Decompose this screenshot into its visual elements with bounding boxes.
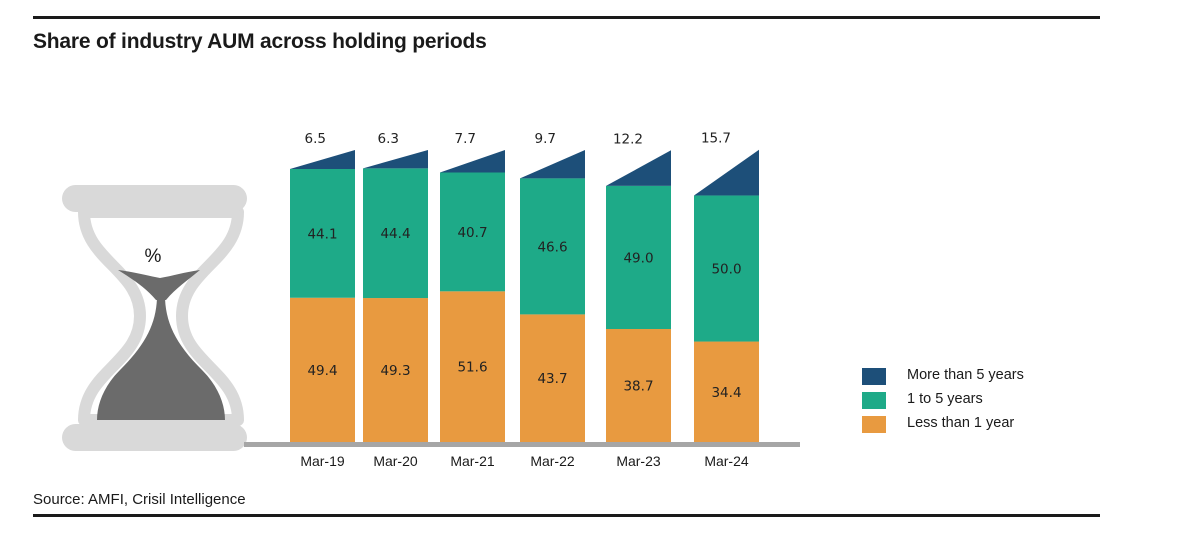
x-tick-label-mar-24: Mar-24 (704, 453, 749, 469)
bar-segment-less-than-1-year-mar-22 (520, 314, 585, 442)
x-tick-label-mar-19: Mar-19 (300, 453, 345, 469)
data-label-less-than-1-year-mar-24: 34.4 (711, 385, 741, 401)
legend-swatch (862, 368, 886, 385)
data-label-less-than-1-year-mar-21: 51.6 (457, 360, 487, 376)
bottom-rule (33, 514, 1100, 517)
data-label-less-than-1-year-mar-23: 38.7 (623, 378, 653, 394)
hourglass-label: % (145, 246, 162, 267)
bars-group (290, 149, 759, 442)
bar-segment-more-than-5-years-mar-19 (290, 150, 355, 169)
source-note: Source: AMFI, Crisil Intelligence (33, 491, 246, 508)
data-label-more-than-5-years-mar-24: 15.7 (701, 131, 731, 147)
bar-segment-more-than-5-years-mar-24 (694, 149, 759, 196)
data-label-1-to-5-years-mar-20: 44.4 (380, 226, 410, 242)
bar-segment-more-than-5-years-mar-22 (520, 150, 585, 179)
data-label-more-than-5-years-mar-19: 6.5 (305, 131, 326, 147)
data-label-1-to-5-years-mar-19: 44.1 (307, 226, 337, 242)
legend-swatch (862, 392, 886, 409)
data-label-more-than-5-years-mar-20: 6.3 (378, 131, 399, 147)
top-rule (33, 16, 1100, 19)
data-label-1-to-5-years-mar-21: 40.7 (457, 225, 487, 241)
legend-label: More than 5 years (907, 367, 1024, 383)
bar-segment-less-than-1-year-mar-23 (606, 328, 671, 442)
bar-segment-more-than-5-years-mar-20 (363, 150, 428, 169)
data-label-more-than-5-years-mar-22: 9.7 (535, 131, 556, 147)
legend-label: 1 to 5 years (907, 391, 983, 407)
x-tick-label-mar-23: Mar-23 (616, 453, 661, 469)
x-tick-label-mar-20: Mar-20 (373, 453, 418, 469)
x-tick-label-mar-21: Mar-21 (450, 453, 495, 469)
x-tick-label-mar-22: Mar-22 (530, 453, 575, 469)
x-axis-line (244, 442, 800, 447)
bar-segment-less-than-1-year-mar-19 (290, 297, 355, 442)
labels-group: 49.4 44.1 6.5 Mar-19 49.3 44.4 6.3 Mar-20 51.6 40… (300, 131, 749, 469)
chart-title: Share of industry AUM across holding per… (33, 30, 487, 53)
data-label-less-than-1-year-mar-19: 49.4 (307, 363, 337, 379)
legend-label: Less than 1 year (907, 415, 1015, 431)
data-label-more-than-5-years-mar-21: 7.7 (455, 131, 476, 147)
bar-segment-more-than-5-years-mar-23 (606, 150, 671, 186)
bar-segment-less-than-1-year-mar-24 (694, 341, 759, 442)
bar-segment-1-to-5-years-mar-20 (363, 168, 428, 299)
bar-segment-1-to-5-years-mar-22 (520, 178, 585, 315)
data-label-more-than-5-years-mar-23: 12.2 (613, 131, 643, 147)
bar-segment-1-to-5-years-mar-21 (440, 172, 505, 292)
legend-swatch (862, 416, 886, 433)
bar-segment-1-to-5-years-mar-23 (606, 185, 671, 329)
hourglass-icon: % (62, 185, 247, 451)
data-label-1-to-5-years-mar-24: 50.0 (711, 262, 741, 278)
data-label-1-to-5-years-mar-23: 49.0 (623, 250, 653, 266)
bar-segment-less-than-1-year-mar-20 (363, 298, 428, 442)
data-label-less-than-1-year-mar-20: 49.3 (380, 363, 410, 379)
bar-segment-1-to-5-years-mar-19 (290, 168, 355, 298)
data-label-less-than-1-year-mar-22: 43.7 (537, 371, 567, 387)
bar-segment-less-than-1-year-mar-21 (440, 291, 505, 442)
data-label-1-to-5-years-mar-22: 46.6 (537, 239, 567, 255)
bar-segment-1-to-5-years-mar-24 (694, 195, 759, 342)
bar-segment-more-than-5-years-mar-21 (440, 150, 505, 173)
